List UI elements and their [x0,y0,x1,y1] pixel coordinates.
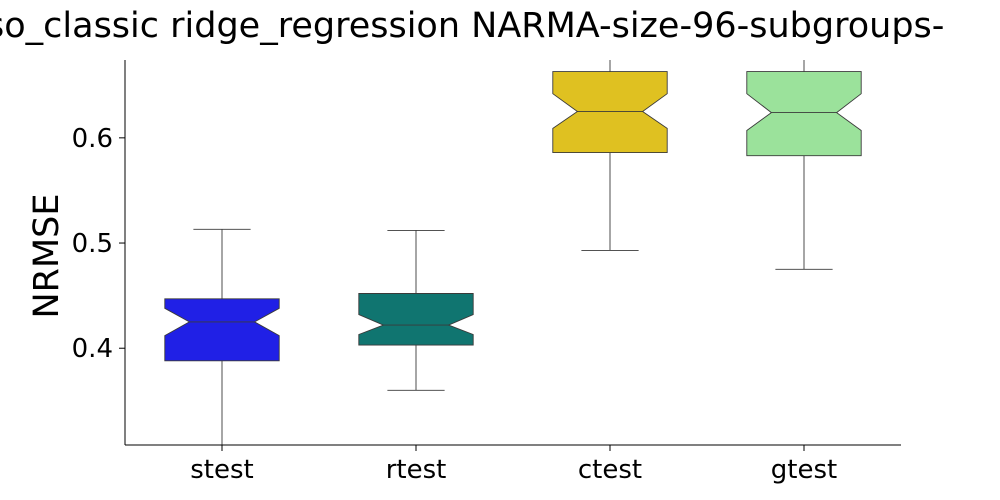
box-ctest [552,60,668,251]
box-stest [164,228,280,445]
y-axis-ticks: 0.4 0.5 0.6 [72,124,125,364]
x-tick-label: rtest [386,455,447,485]
box-body-stest [164,298,280,362]
box-rtest [358,229,474,391]
y-tick-label: 0.4 [72,334,113,364]
box-body-rtest [358,293,474,346]
y-tick-label: 0.5 [72,229,113,259]
box-body-gtest [746,71,862,157]
chart-title: so_classic ridge_regression NARMA-size-9… [0,6,944,46]
y-tick-label: 0.6 [72,124,113,154]
x-tick-label: ctest [578,455,642,485]
box-body-ctest [552,71,668,154]
y-axis-label: NRMSE [27,193,67,318]
plot-area [164,60,862,445]
box-gtest [746,60,862,270]
x-axis-ticks: stest rtest ctest gtest [190,445,837,485]
x-tick-label: gtest [771,455,837,485]
x-tick-label: stest [190,455,253,485]
